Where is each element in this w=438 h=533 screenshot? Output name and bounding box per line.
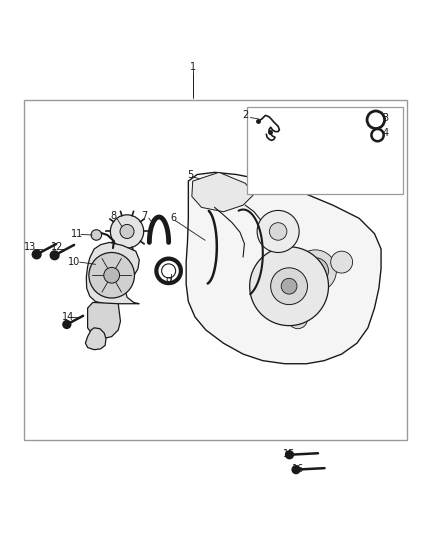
Text: 12: 12	[51, 242, 63, 252]
Circle shape	[288, 310, 307, 329]
Polygon shape	[192, 172, 254, 212]
Circle shape	[272, 289, 288, 305]
Text: 4: 4	[382, 128, 389, 138]
Circle shape	[120, 224, 134, 238]
Polygon shape	[85, 328, 106, 350]
Text: 2: 2	[242, 110, 248, 120]
Text: 5: 5	[187, 169, 194, 180]
Circle shape	[331, 251, 353, 273]
Polygon shape	[186, 172, 381, 364]
Text: 7: 7	[141, 211, 148, 221]
Text: 16: 16	[292, 464, 304, 474]
Circle shape	[104, 268, 120, 283]
Text: 3: 3	[382, 112, 389, 123]
Circle shape	[91, 230, 102, 240]
Bar	[247, 107, 403, 194]
Polygon shape	[88, 302, 120, 339]
Polygon shape	[86, 243, 139, 304]
Circle shape	[257, 211, 299, 253]
Circle shape	[281, 278, 297, 294]
Text: 9: 9	[166, 277, 172, 287]
Circle shape	[63, 320, 71, 328]
Circle shape	[286, 451, 293, 459]
Text: 11: 11	[71, 229, 83, 239]
Circle shape	[32, 250, 41, 259]
Text: 10: 10	[68, 257, 81, 267]
Text: 15: 15	[283, 449, 295, 459]
Circle shape	[269, 223, 287, 240]
Circle shape	[294, 250, 336, 292]
Text: 1: 1	[190, 62, 196, 72]
Circle shape	[250, 247, 328, 326]
Circle shape	[110, 215, 144, 248]
Text: 14: 14	[62, 312, 74, 322]
Bar	[24, 100, 407, 440]
Circle shape	[292, 466, 300, 474]
Text: 6: 6	[170, 213, 176, 223]
Circle shape	[271, 268, 307, 304]
Circle shape	[89, 253, 134, 298]
Circle shape	[50, 251, 59, 260]
Text: 13: 13	[24, 242, 36, 252]
Circle shape	[162, 264, 176, 278]
Text: 8: 8	[111, 211, 117, 221]
Circle shape	[302, 258, 328, 284]
